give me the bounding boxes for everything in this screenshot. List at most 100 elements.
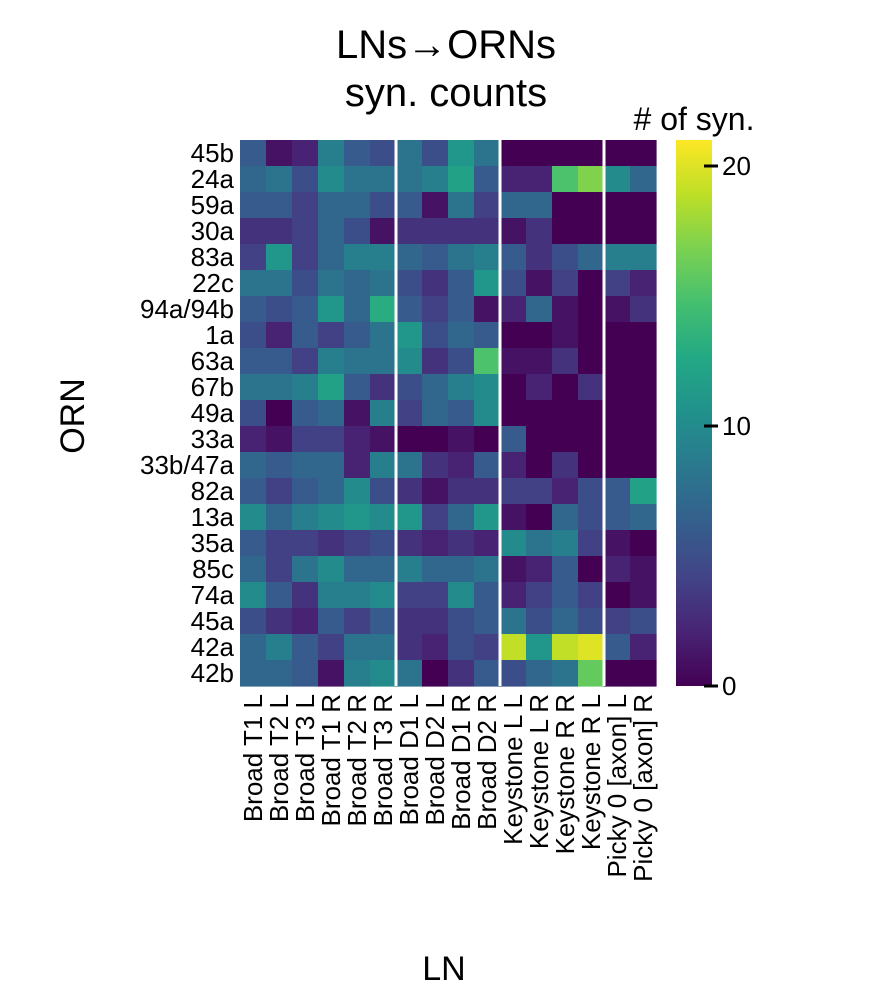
heatmap-cell [526, 556, 553, 583]
colorbar-tick-label: 0 [722, 671, 736, 701]
heatmap-cell [552, 530, 579, 557]
x-tick-label: Broad D1 R [446, 694, 476, 830]
heatmap-cell [526, 582, 553, 609]
heatmap-cell [344, 660, 371, 687]
heatmap-cell [630, 504, 657, 531]
heatmap-cell [578, 530, 605, 557]
heatmap-cell [266, 530, 293, 557]
heatmap-cell [266, 270, 293, 297]
heatmap-cell [552, 452, 579, 479]
heatmap-cell [500, 504, 527, 531]
heatmap-cell [500, 426, 527, 453]
heatmap-cell [552, 322, 579, 349]
heatmap-cell [448, 634, 475, 661]
heatmap-cell [552, 634, 579, 661]
heatmap-cell [370, 348, 397, 375]
heatmap-cell [240, 140, 267, 167]
heatmap-cell [578, 400, 605, 427]
heatmap-cell [474, 582, 501, 609]
heatmap-cell [240, 322, 267, 349]
heatmap-cell [474, 608, 501, 635]
heatmap-cell [474, 140, 501, 167]
heatmap-cell [500, 140, 527, 167]
heatmap-cell [318, 296, 345, 323]
heatmap-cell [240, 556, 267, 583]
heatmap-cell [422, 608, 449, 635]
heatmap-cell [370, 608, 397, 635]
heatmap-cell [604, 478, 631, 505]
heatmap-cell [292, 452, 319, 479]
heatmap-cell [370, 504, 397, 531]
heatmap-cell [370, 296, 397, 323]
heatmap-cell [578, 270, 605, 297]
heatmap-cell [552, 504, 579, 531]
heatmap-cell [526, 322, 553, 349]
heatmap-cell [578, 608, 605, 635]
heatmap-cell [370, 452, 397, 479]
heatmap-cell [474, 166, 501, 193]
heatmap-cell [266, 426, 293, 453]
heatmap-cell [344, 218, 371, 245]
heatmap-cell [630, 660, 657, 687]
heatmap-cell [474, 660, 501, 687]
heatmap-cell [578, 348, 605, 375]
heatmap-cell [630, 530, 657, 557]
heatmap-cell [422, 374, 449, 401]
x-tick-label: Keystone R L [576, 694, 606, 850]
heatmap-cell [266, 608, 293, 635]
heatmap-cell [318, 348, 345, 375]
heatmap-cell [266, 322, 293, 349]
heatmap-cell [344, 322, 371, 349]
heatmap-cell [552, 478, 579, 505]
heatmap-cell [292, 582, 319, 609]
heatmap-cell [318, 322, 345, 349]
heatmap-cell [396, 478, 423, 505]
heatmap-cell [526, 530, 553, 557]
heatmap-cell [422, 634, 449, 661]
heatmap-cell [630, 426, 657, 453]
heatmap-cell [448, 192, 475, 219]
heatmap-cell [318, 582, 345, 609]
heatmap-cell [396, 244, 423, 271]
heatmap-cell [422, 218, 449, 245]
heatmap-cell [552, 348, 579, 375]
heatmap-cell [604, 426, 631, 453]
heatmap-cell [396, 452, 423, 479]
heatmap-cell [396, 556, 423, 583]
heatmap-cell [396, 166, 423, 193]
heatmap-cell [500, 218, 527, 245]
heatmap-cell [240, 660, 267, 687]
heatmap-cell [240, 270, 267, 297]
heatmap-cell [344, 270, 371, 297]
heatmap-cell [500, 608, 527, 635]
heatmap-cell [422, 140, 449, 167]
heatmap-cell [422, 192, 449, 219]
heatmap-cell [318, 192, 345, 219]
heatmap-cell [526, 478, 553, 505]
heatmap-cell [292, 140, 319, 167]
heatmap-cell [422, 296, 449, 323]
heatmap-cell [422, 660, 449, 687]
heatmap-cell [578, 166, 605, 193]
heatmap-cell [526, 296, 553, 323]
heatmap-cell [448, 556, 475, 583]
heatmap-cell [240, 452, 267, 479]
heatmap-cell [266, 582, 293, 609]
y-tick-label: 1a [205, 320, 234, 350]
heatmap-cell [630, 452, 657, 479]
heatmap-cell [396, 296, 423, 323]
heatmap-cell [266, 296, 293, 323]
heatmap-cell [526, 504, 553, 531]
heatmap-cell [630, 374, 657, 401]
heatmap-cell [422, 478, 449, 505]
heatmap-cell [500, 192, 527, 219]
heatmap-cell [448, 322, 475, 349]
heatmap-cell [240, 530, 267, 557]
heatmap-cell [578, 556, 605, 583]
heatmap-cell [318, 166, 345, 193]
heatmap-cell [266, 140, 293, 167]
heatmap-cell [266, 400, 293, 427]
y-tick-label: 13a [191, 502, 235, 532]
heatmap-cell [552, 608, 579, 635]
